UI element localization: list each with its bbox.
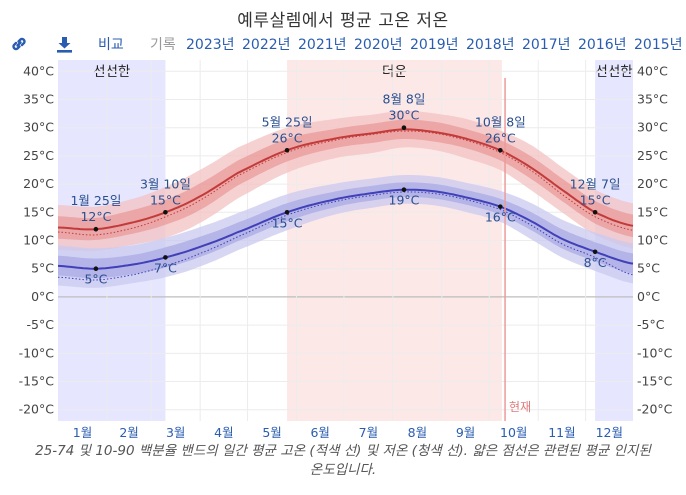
y-tick-label-right: 25°C bbox=[637, 148, 668, 163]
y-tick-label-right: -20°C bbox=[637, 402, 673, 417]
y-tick-label-right: 5°C bbox=[637, 261, 660, 276]
data-point bbox=[498, 204, 503, 209]
season-label: 선선한 bbox=[595, 64, 632, 80]
link-icon[interactable] bbox=[10, 35, 28, 53]
y-tick-label-right: -5°C bbox=[637, 317, 665, 332]
y-tick-label-left: 10°C bbox=[23, 233, 54, 248]
percentile-band-25-75 bbox=[58, 119, 633, 241]
annotation-date: 8월 8일 bbox=[383, 92, 426, 107]
annotation-date: 12월 7일 bbox=[570, 176, 621, 191]
y-tick-label-left: 15°C bbox=[23, 204, 54, 219]
annotation-value: 16°C bbox=[485, 210, 516, 225]
history-label: 기록 bbox=[150, 37, 176, 53]
annotation-value: 15°C bbox=[580, 192, 611, 207]
annotation-date: 1월 25일 bbox=[70, 193, 121, 208]
series-line bbox=[57, 188, 634, 270]
month-label: 3월 bbox=[166, 425, 185, 440]
data-point bbox=[498, 147, 503, 153]
y-tick-label-left: 25°C bbox=[23, 148, 54, 163]
data-point bbox=[592, 249, 598, 255]
series-line bbox=[57, 128, 634, 231]
y-tick-label-left: 40°C bbox=[23, 63, 54, 78]
annotation-value: 12°C bbox=[80, 209, 111, 224]
y-tick-label-right: 30°C bbox=[637, 120, 668, 135]
annotation-value: 30°C bbox=[389, 108, 420, 123]
y-tick-label-left: -20°C bbox=[19, 402, 55, 417]
percentile-band-25-75 bbox=[58, 182, 633, 279]
month-label: 12월 bbox=[596, 425, 623, 440]
month-label: 5월 bbox=[262, 425, 281, 440]
data-point bbox=[401, 187, 407, 193]
y-tick-label-left: 5°C bbox=[31, 261, 54, 276]
y-tick-label-left: 20°C bbox=[23, 176, 54, 191]
y-tick-label-left: -10°C bbox=[19, 345, 55, 360]
y-tick-label-right: 10°C bbox=[637, 233, 668, 248]
year-link-2023[interactable]: 2023년 bbox=[186, 37, 235, 53]
annotation-value: 5°C bbox=[84, 272, 107, 287]
annotation-value: 19°C bbox=[389, 193, 420, 208]
chart-title: 예루살렘에서 평균 고온 저온 bbox=[237, 11, 449, 31]
y-tick-label-left: 30°C bbox=[23, 120, 54, 135]
year-link-2017[interactable]: 2017년 bbox=[522, 37, 571, 53]
y-tick-label-left: -15°C bbox=[19, 374, 55, 389]
data-point bbox=[163, 255, 168, 260]
now-label: 현재 bbox=[509, 400, 531, 414]
year-link-2021[interactable]: 2021년 bbox=[298, 37, 347, 53]
month-label: 8월 bbox=[408, 425, 427, 440]
season-label: 선선한 bbox=[93, 64, 130, 80]
y-tick-label-right: 35°C bbox=[637, 91, 668, 106]
y-tick-label-right: -10°C bbox=[637, 345, 673, 360]
toolbar: 비교 기록 2023년 2022년 2021년 2020년 2019년 2018… bbox=[0, 34, 686, 56]
data-point bbox=[163, 209, 168, 215]
annotation-value: 26°C bbox=[272, 130, 303, 145]
season-label: 더운 bbox=[382, 64, 407, 80]
data-point bbox=[93, 226, 99, 232]
data-point bbox=[401, 125, 407, 130]
month-label: 11월 bbox=[548, 425, 575, 440]
annotation-value: 8°C bbox=[584, 255, 607, 270]
year-link-2022[interactable]: 2022년 bbox=[242, 37, 291, 53]
annotation-value: 15°C bbox=[150, 192, 181, 207]
annotation-value: 15°C bbox=[272, 215, 303, 230]
y-tick-label-right: 15°C bbox=[637, 204, 668, 219]
year-link-2018[interactable]: 2018년 bbox=[466, 37, 515, 53]
annotation-value: 7°C bbox=[154, 260, 177, 275]
y-tick-label-right: 20°C bbox=[637, 176, 668, 191]
data-point bbox=[284, 147, 290, 153]
annotation-value: 26°C bbox=[485, 130, 516, 145]
month-label: 10월 bbox=[500, 425, 527, 440]
feels-like-line bbox=[57, 191, 634, 281]
annotation-date: 3월 10일 bbox=[140, 176, 191, 191]
month-label: 7월 bbox=[359, 425, 378, 440]
annotation-date: 10월 8일 bbox=[475, 114, 526, 129]
year-link-2019[interactable]: 2019년 bbox=[410, 37, 459, 53]
temperature-chart: 선선한 더운 선선한 -20°C -20°C -15°C -15°C -10°C -10°C -5… bbox=[19, 60, 673, 440]
month-label: 9월 bbox=[456, 425, 475, 440]
y-tick-label-right: 0°C bbox=[637, 289, 660, 304]
year-link-2015[interactable]: 2015년 bbox=[634, 37, 683, 53]
data-point bbox=[592, 209, 598, 215]
y-tick-label-left: 35°C bbox=[23, 91, 54, 106]
month-label: 6월 bbox=[310, 425, 329, 440]
y-tick-label-right: -15°C bbox=[637, 374, 673, 389]
y-tick-label-right: 40°C bbox=[637, 63, 668, 78]
year-link-2016[interactable]: 2016년 bbox=[578, 37, 627, 53]
annotation-date: 5월 25일 bbox=[262, 114, 313, 129]
feels-like-line bbox=[57, 130, 634, 236]
month-label: 4월 bbox=[214, 425, 233, 440]
y-tick-label-left: -5°C bbox=[27, 317, 55, 332]
y-tick-label-left: 0°C bbox=[31, 289, 54, 304]
month-label: 2월 bbox=[119, 425, 138, 440]
data-point bbox=[284, 209, 290, 215]
chart-caption: 25-74 및 10-90 백분율 밴드의 일간 평균 고온 (적색 선) 및 … bbox=[35, 443, 651, 478]
month-label: 1월 bbox=[73, 425, 92, 440]
data-point bbox=[93, 266, 99, 272]
compare-button[interactable]: 비교 bbox=[98, 37, 124, 53]
year-link-2020[interactable]: 2020년 bbox=[354, 37, 403, 53]
download-icon[interactable] bbox=[56, 35, 73, 53]
